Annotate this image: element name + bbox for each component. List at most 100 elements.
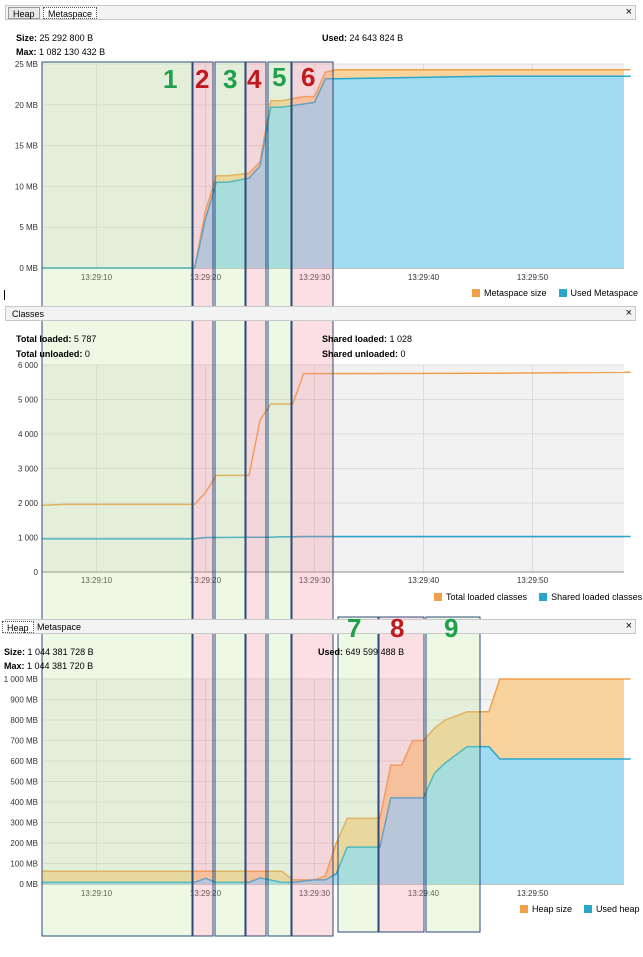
- cursor-caret: [4, 290, 5, 300]
- x-tick-label: 13:29:20: [190, 889, 222, 898]
- y-tick-label: 400 MB: [10, 798, 38, 807]
- y-tick-label: 5 000: [18, 396, 39, 405]
- tab-heap[interactable]: Heap: [2, 621, 34, 633]
- legend-swatch-metaspace-size: [472, 289, 480, 297]
- classes-header: Classes ×: [5, 306, 636, 321]
- phase-box-7: [337, 616, 379, 933]
- x-tick-label: 13:29:50: [517, 889, 549, 898]
- phase-label-1: 1: [163, 64, 178, 94]
- y-tick-label: 800 MB: [10, 716, 38, 725]
- x-tick-label: 13:29:40: [408, 576, 440, 585]
- phase-box-4: [245, 61, 267, 937]
- x-tick-label: 13:29:10: [81, 273, 113, 282]
- x-tick-label: 13:29:30: [299, 889, 331, 898]
- legend-label-metaspace-size: Metaspace size: [484, 288, 547, 298]
- y-tick-label: 100 MB: [10, 860, 38, 869]
- y-tick-label: 0 MB: [19, 880, 38, 889]
- phase-label-9: 9: [444, 613, 459, 643]
- x-tick-label: 13:29:20: [190, 576, 222, 585]
- legend-swatch-used-metaspace: [558, 289, 567, 297]
- x-tick-label: 13:29:20: [190, 273, 222, 282]
- phase-label-6: 6: [301, 62, 316, 92]
- close-icon[interactable]: ×: [625, 620, 632, 632]
- phase-label-3: 3: [223, 64, 238, 94]
- series-area-1: [42, 746, 631, 884]
- shared-loaded-info: Shared loaded: 1 028: [322, 334, 413, 344]
- close-icon[interactable]: ×: [625, 6, 632, 18]
- legend-label-used-heap: Used heap: [596, 904, 640, 914]
- metaspace-max-info: Max: 1 082 130 432 B: [16, 47, 106, 57]
- legend-label-heap-size: Heap size: [532, 904, 573, 914]
- y-tick-label: 300 MB: [10, 819, 38, 828]
- panel3-tabbar: Heap Metaspace ×: [2, 619, 636, 634]
- y-tick-label: 20 MB: [15, 101, 38, 110]
- series-area-1: [42, 76, 631, 268]
- phase-box-2: [192, 61, 214, 937]
- y-tick-label: 25 MB: [15, 60, 38, 69]
- tab-metaspace[interactable]: Metaspace: [43, 7, 98, 19]
- y-tick-label: 600 MB: [10, 757, 38, 766]
- phase-label-2: 2: [195, 64, 210, 94]
- legend-swatch-shared-loaded: [539, 593, 548, 601]
- y-tick-label: 0 MB: [19, 264, 38, 273]
- phase-label-5: 5: [272, 62, 287, 92]
- classes-title: Classes: [12, 309, 45, 319]
- y-tick-label: 2 000: [18, 499, 39, 508]
- series-line-1: [42, 75, 631, 269]
- total-loaded-info: Total loaded: 5 787: [16, 334, 97, 344]
- x-tick-label: 13:29:30: [299, 576, 331, 585]
- legend-label-used-metaspace: Used Metaspace: [570, 288, 639, 298]
- y-tick-label: 1 000: [18, 534, 39, 543]
- x-tick-label: 13:29:10: [81, 889, 113, 898]
- x-tick-label: 13:29:40: [408, 273, 440, 282]
- phase-box-3: [214, 61, 246, 937]
- phase-label-7: 7: [347, 613, 362, 643]
- phase-box-8: [378, 616, 425, 933]
- tab-heap[interactable]: Heap: [8, 7, 40, 19]
- y-tick-label: 3 000: [18, 465, 39, 474]
- shared-unloaded-info: Shared unloaded: 0: [322, 349, 406, 359]
- phase-box-9: [425, 616, 481, 933]
- y-tick-label: 500 MB: [10, 778, 38, 787]
- y-tick-label: 200 MB: [10, 839, 38, 848]
- classes-legend: Total loaded classes Shared loaded class…: [434, 592, 642, 602]
- phase-label-4: 4: [247, 64, 262, 94]
- heap-max-info: Max: 1 044 381 720 B: [4, 661, 94, 671]
- tab-metaspace[interactable]: Metaspace: [37, 622, 82, 632]
- heap-size-info: Size: 1 044 381 728 B: [4, 647, 94, 657]
- phase-box-6: [291, 61, 334, 937]
- metaspace-used-info: Used: 24 643 824 B: [322, 33, 404, 43]
- phase-box-1: [41, 61, 193, 937]
- phase-box-5: [267, 61, 292, 937]
- close-icon[interactable]: ×: [625, 307, 632, 319]
- y-tick-label: 4 000: [18, 430, 39, 439]
- x-tick-label: 13:29:50: [517, 273, 549, 282]
- legend-swatch-total-loaded: [434, 593, 442, 601]
- series-line-0: [42, 68, 631, 269]
- series-line-0: [41, 371, 631, 507]
- x-tick-label: 13:29:30: [299, 273, 331, 282]
- y-tick-label: 6 000: [18, 361, 39, 370]
- total-unloaded-info: Total unloaded: 0: [16, 349, 90, 359]
- y-tick-label: 0: [34, 568, 39, 577]
- y-tick-label: 900 MB: [10, 696, 38, 705]
- series-line-1: [42, 535, 631, 540]
- x-tick-label: 13:29:50: [517, 576, 549, 585]
- heap-used-info: Used: 649 599 488 B: [318, 647, 405, 657]
- legend-label-shared-loaded: Shared loaded classes: [551, 592, 643, 602]
- panel1-tabbar: Heap Metaspace ×: [5, 5, 636, 20]
- metaspace-size-info: Size: 25 292 800 B: [16, 33, 94, 43]
- series-line-0: [42, 678, 631, 881]
- phase-label-8: 8: [390, 613, 405, 643]
- metaspace-legend: Metaspace size Used Metaspace: [472, 288, 638, 298]
- legend-swatch-used-heap: [584, 905, 593, 913]
- x-tick-label: 13:29:10: [81, 576, 113, 585]
- y-tick-label: 1 000 MB: [4, 675, 38, 684]
- y-tick-label: 5 MB: [19, 223, 38, 232]
- y-tick-label: 10 MB: [15, 182, 38, 191]
- y-tick-label: 700 MB: [10, 737, 38, 746]
- heap-legend: Heap size Used heap: [520, 904, 640, 914]
- legend-swatch-heap-size: [520, 905, 528, 913]
- y-tick-label: 15 MB: [15, 142, 38, 151]
